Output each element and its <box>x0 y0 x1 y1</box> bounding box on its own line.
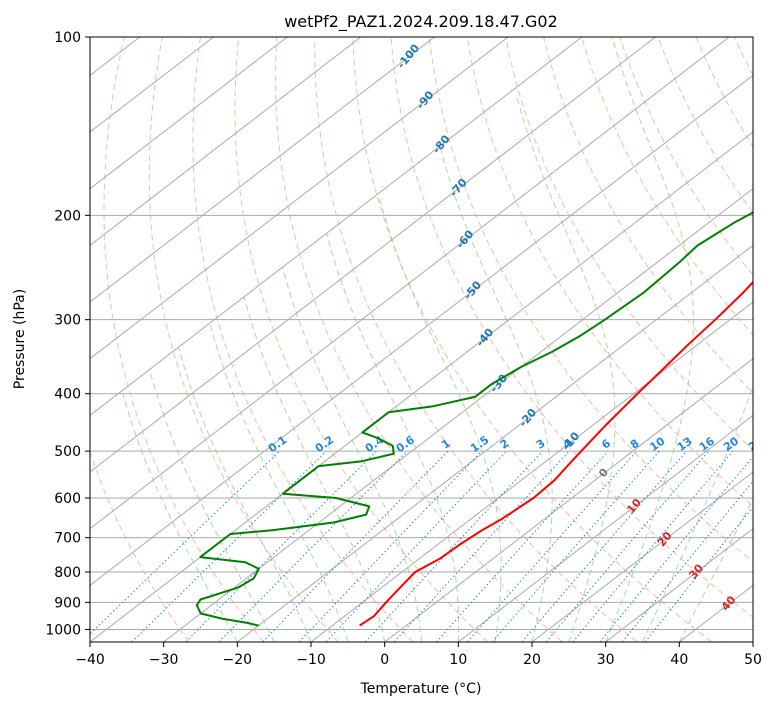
dry-adiabat-line <box>234 37 488 642</box>
dry-adiabat-line <box>275 37 563 642</box>
dry-adiabat-line <box>148 37 339 642</box>
mixing-ratio-line <box>467 450 638 642</box>
isotherm-line <box>90 37 288 190</box>
isotherm-line <box>531 471 753 642</box>
mixing-ratio-line <box>298 450 483 642</box>
axes: −40 −30 −20 −10 0 10 20 30 40 50 100 200 300 400 500 60… <box>45 30 762 668</box>
dry-adiabat-line <box>543 37 753 394</box>
y-tick-label: 200 <box>54 208 81 224</box>
moist-adiabat-line <box>642 385 753 642</box>
isotherm-line <box>163 188 753 642</box>
moist-adiabat-line <box>605 37 694 642</box>
moist-adiabat-line <box>440 149 553 642</box>
x-tick-label: −40 <box>75 652 105 668</box>
dry-adiabat-line <box>428 37 753 563</box>
isotherm-line <box>310 301 753 642</box>
mixing-ratio-line <box>262 450 449 642</box>
dry-adiabat-line <box>314 37 638 642</box>
dry-adiabat-line <box>581 37 753 336</box>
moist-adiabat-line <box>178 347 312 642</box>
isotherm-line <box>90 37 362 246</box>
y-tick-label: 100 <box>54 30 81 46</box>
x-tick-label: 0 <box>380 652 389 668</box>
plot-frame <box>89 36 754 643</box>
mixing-ratio-line <box>325 450 507 642</box>
moist-adiabat-line <box>243 297 386 642</box>
x-tick-label: 30 <box>597 652 615 668</box>
mixing-ratio-line <box>599 456 753 642</box>
background-lines <box>90 37 753 642</box>
x-tick-label: −20 <box>223 652 253 668</box>
isotherm-line <box>90 37 435 303</box>
mixing-ratio-line <box>436 450 609 642</box>
y-tick-label: 500 <box>54 444 81 460</box>
mixing-ratio-line <box>131 450 327 642</box>
isotherm-line <box>384 358 753 642</box>
y-tick-label: 700 <box>54 531 81 547</box>
isotherm-line <box>90 37 656 473</box>
isotherm-line <box>90 37 509 360</box>
isotherm-line <box>90 74 753 586</box>
moist-adiabat-line <box>515 94 616 642</box>
mixing-ratio-line <box>545 450 710 642</box>
mixing-ratio-line <box>572 450 734 642</box>
mixing-ratio-line <box>622 480 753 642</box>
x-tick-label: 10 <box>449 652 467 668</box>
mixing-ratio-line <box>218 450 408 642</box>
moist-adiabat-line <box>122 393 238 642</box>
moist-adiabat-line <box>149 369 275 642</box>
x-tick-label: 50 <box>744 652 762 668</box>
temperature-profile-line <box>359 280 753 627</box>
dewpoint-profile-line <box>195 211 753 627</box>
dry-adiabat-line <box>505 37 753 451</box>
chart-title: wetPf2_PAZ1.2024.209.18.47.G02 <box>284 12 558 32</box>
x-tick-label: 40 <box>670 652 688 668</box>
y-tick-label: 300 <box>54 313 81 329</box>
isotherm-line <box>90 37 730 530</box>
isotherm-line <box>605 528 753 642</box>
y-axis-title: Pressure (hPa) <box>12 289 28 389</box>
y-tick-label: 1000 <box>45 622 81 638</box>
y-tick-label: 900 <box>54 595 81 611</box>
moist-adiabat-line <box>378 195 502 642</box>
moist-adiabat-line <box>326 233 460 642</box>
x-tick-label: 20 <box>523 652 541 668</box>
y-tick-label: 800 <box>54 565 81 581</box>
dry-adiabat-line <box>192 37 414 642</box>
mixing-ratio-line <box>90 450 281 635</box>
moist-adiabat-line <box>209 323 349 642</box>
mixing-ratio-line <box>364 450 544 642</box>
x-axis-title: Temperature (°C) <box>360 681 482 697</box>
x-tick-label: −10 <box>296 652 326 668</box>
moist-adiabat-line <box>282 267 422 642</box>
isotherm-line <box>90 37 583 416</box>
dry-adiabat-line <box>352 37 713 642</box>
dry-adiabat-line <box>390 37 753 618</box>
mixing-ratio-label: 25 <box>746 435 766 454</box>
mixing-ratio-line <box>185 450 377 642</box>
isotherm-line <box>458 414 753 642</box>
isotherm-line <box>237 244 753 642</box>
dry-adiabat-line <box>619 37 753 276</box>
sounding-profiles <box>195 211 753 627</box>
y-tick-label: 600 <box>54 491 81 507</box>
x-tick-label: −30 <box>149 652 179 668</box>
y-tick-label: 400 <box>54 387 81 403</box>
